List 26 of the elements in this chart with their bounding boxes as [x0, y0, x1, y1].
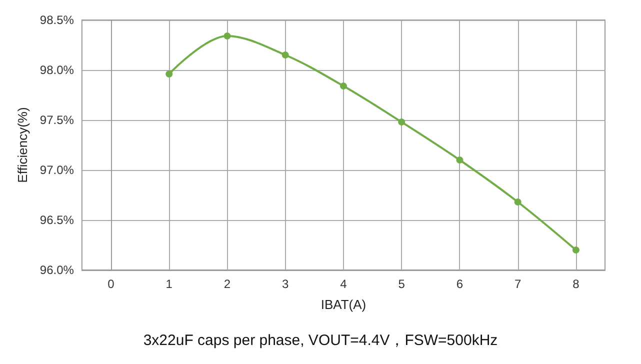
point: [340, 82, 347, 90]
point: [514, 198, 522, 206]
x-tick-label: 8: [572, 277, 580, 291]
point: [572, 246, 580, 254]
point: [282, 52, 289, 58]
x-tick-label: 2: [224, 277, 231, 291]
x-tick-label: 4: [340, 277, 348, 291]
point: [166, 70, 173, 78]
x-tick-label: 3: [282, 277, 289, 291]
x-tick-label: 5: [398, 277, 406, 291]
x-tick-label: 7: [514, 277, 522, 291]
x-axis-title: IBAT(A): [320, 297, 366, 312]
y-tick-label: 98.5%: [40, 13, 74, 27]
y-tick-label: 97.0%: [40, 163, 74, 177]
y-tick-label: 96.5%: [40, 213, 74, 227]
x-tick-label: 0: [108, 277, 115, 291]
y-tick-label: 96.0%: [40, 263, 74, 277]
y-axis-title: Efficiency(%): [15, 107, 30, 183]
y-tick-label: 98.0%: [40, 63, 74, 77]
y-tick-label: 97.5%: [40, 113, 74, 127]
point: [456, 156, 464, 164]
point: [398, 118, 406, 126]
point: [224, 32, 231, 40]
x-tick-label: 1: [166, 277, 173, 291]
x-tick-label: 6: [456, 277, 464, 291]
text: 3x22uF caps per phase, VOUT=4.4V，FSW=500kHz: [143, 332, 498, 349]
